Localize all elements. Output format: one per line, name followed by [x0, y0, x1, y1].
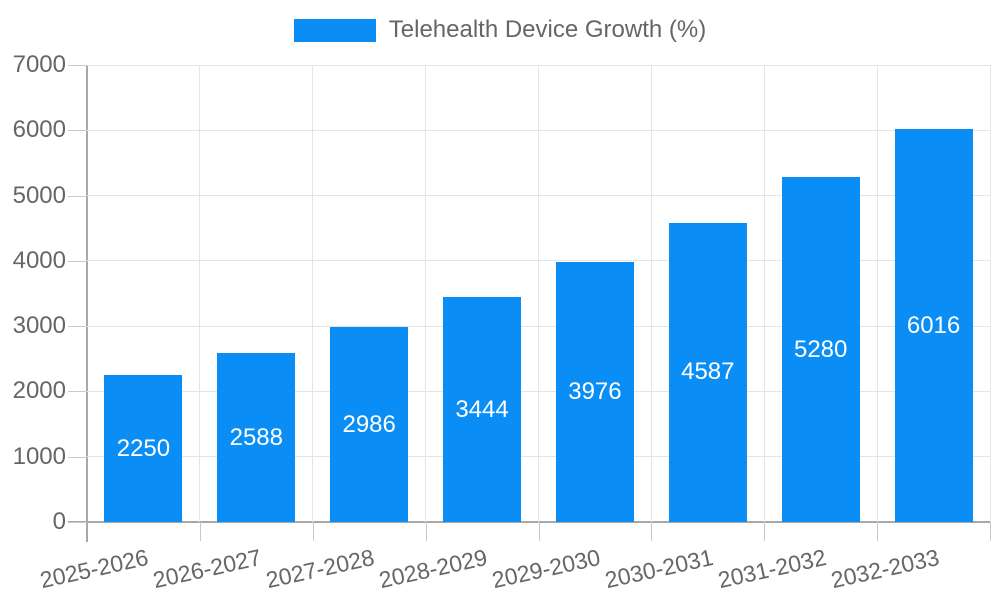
x-gridline	[199, 65, 201, 522]
bar[interactable]: 2250	[104, 375, 183, 522]
y-tick	[68, 522, 87, 523]
y-tick	[68, 65, 87, 66]
y-tick-label: 2000	[12, 377, 66, 405]
bar-value-label: 2986	[342, 410, 396, 438]
y-tick	[68, 456, 87, 458]
x-tick	[87, 522, 88, 541]
y-tick-label: 7000	[12, 51, 66, 78]
bar-value-label: 4587	[681, 358, 735, 386]
x-gridline	[312, 65, 314, 522]
y-axis-line	[86, 65, 88, 542]
y-tick	[68, 391, 87, 393]
x-gridline	[763, 65, 765, 522]
x-tick	[877, 522, 879, 541]
x-tick	[764, 522, 766, 541]
bar[interactable]: 3444	[443, 297, 522, 522]
y-tick-label: 3000	[12, 312, 66, 340]
y-tick	[68, 326, 87, 328]
legend-label: Telehealth Device Growth (%)	[388, 16, 707, 43]
legend-swatch	[293, 18, 376, 42]
x-tick	[651, 522, 653, 541]
y-tick-label: 0	[52, 508, 66, 535]
x-gridline	[650, 65, 652, 522]
x-gridline	[989, 65, 991, 522]
x-gridline	[876, 65, 878, 522]
y-tick-label: 1000	[12, 442, 66, 470]
bar-value-label: 5280	[793, 335, 848, 363]
x-gridline	[538, 65, 539, 522]
x-tick	[990, 522, 991, 541]
y-tick-label: 4000	[12, 246, 66, 274]
bar-value-label: 3444	[455, 395, 509, 423]
bar-value-label: 3976	[568, 378, 622, 406]
x-tick	[538, 522, 540, 541]
bar-value-label: 2250	[116, 434, 171, 462]
x-gridline	[425, 65, 427, 522]
chart-legend[interactable]: Telehealth Device Growth (%)	[0, 16, 1000, 44]
bar[interactable]: 2986	[330, 327, 409, 522]
bar[interactable]: 4587	[668, 222, 747, 522]
bar-value-label: 2588	[229, 423, 283, 451]
x-axis-line	[68, 521, 990, 523]
x-tick	[312, 522, 314, 541]
y-tick	[68, 195, 87, 197]
bar[interactable]: 3976	[555, 262, 634, 522]
y-tick-label: 6000	[12, 116, 66, 144]
bar[interactable]: 6016	[894, 129, 973, 522]
bar[interactable]: 5280	[781, 177, 860, 522]
y-tick	[68, 260, 87, 262]
x-tick	[425, 522, 427, 541]
plot-area: 2250 2588 2986 3444 3976 4587 5280 6016	[87, 64, 991, 522]
y-tick	[68, 130, 87, 132]
y-tick-label: 5000	[12, 181, 66, 209]
x-tick	[199, 522, 201, 541]
bar[interactable]: 2588	[217, 353, 296, 522]
bar-value-label: 6016	[906, 311, 961, 339]
